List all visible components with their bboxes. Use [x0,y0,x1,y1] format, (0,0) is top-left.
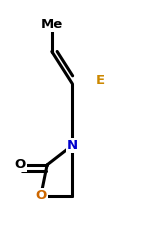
Text: N: N [67,139,78,152]
Text: Me: Me [41,18,63,30]
Text: O: O [35,189,46,202]
Text: O: O [15,158,26,171]
Text: E: E [96,74,105,87]
